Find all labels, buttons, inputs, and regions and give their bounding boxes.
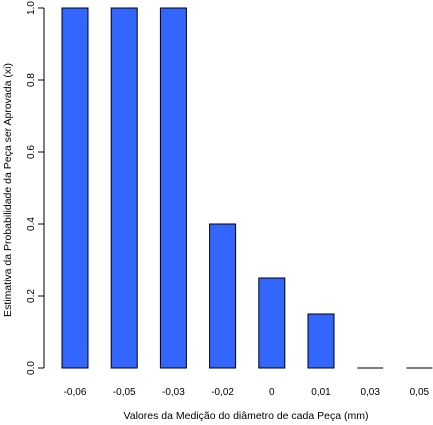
x-axis-title: Valores da Medição do diâmetro de cada P… [124, 410, 369, 422]
x-tick-label: -0,03 [162, 387, 185, 398]
bar [209, 223, 237, 369]
bar [110, 7, 138, 369]
x-tick-labels: -0,06 -0,05 -0,03 -0,02 0 0,01 0,03 0,05 [64, 387, 430, 398]
y-tick-label: 0.6 [26, 145, 37, 159]
x-tick-label: 0,01 [311, 387, 331, 398]
x-tick-label: 0,05 [410, 387, 430, 398]
y-tick-label: 0.0 [26, 361, 37, 375]
x-tick-label: 0 [269, 387, 275, 398]
bar [258, 277, 286, 369]
y-axis: 0.0 0.2 0.4 0.6 0.8 1.0 [26, 1, 45, 375]
x-tick-label: -0,06 [64, 387, 87, 398]
bar [61, 7, 89, 369]
y-tick-label: 0.2 [26, 289, 37, 303]
y-axis-title: Estimativa da Probabilidade da Peça ser … [2, 63, 14, 317]
bar [159, 7, 187, 369]
x-tick-label: -0,02 [211, 387, 234, 398]
x-tick-label: 0,03 [360, 387, 380, 398]
x-tick-label: -0,05 [113, 387, 136, 398]
y-tick-label: 0.4 [26, 217, 37, 231]
y-tick-label: 1.0 [26, 1, 37, 15]
bars-group [61, 7, 433, 369]
bar [307, 313, 335, 369]
y-tick-label: 0.8 [26, 73, 37, 87]
